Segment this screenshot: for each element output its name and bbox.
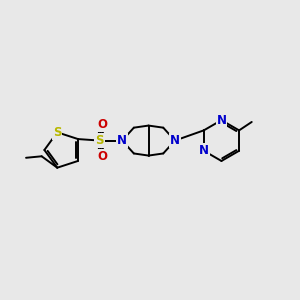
Text: S: S [53, 126, 61, 139]
Text: N: N [216, 114, 226, 127]
Text: O: O [97, 150, 107, 163]
Text: O: O [97, 118, 107, 131]
Text: S: S [95, 134, 104, 147]
Text: N: N [199, 144, 209, 157]
Text: N: N [170, 134, 180, 147]
Text: N: N [117, 134, 127, 147]
